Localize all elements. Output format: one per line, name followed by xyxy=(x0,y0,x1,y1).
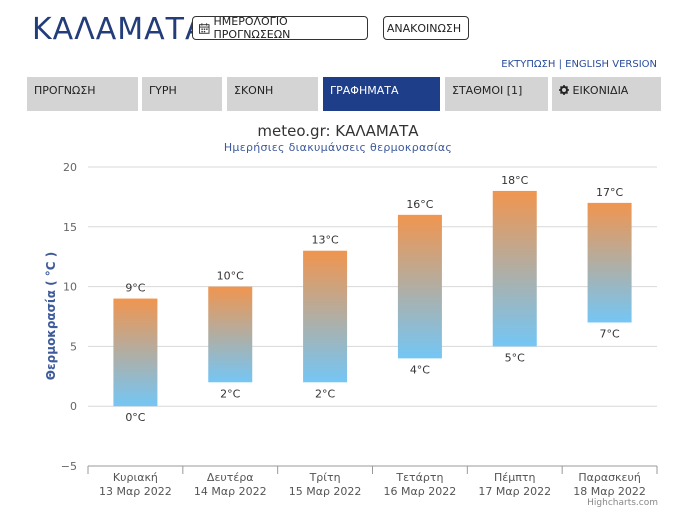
temperature-range-bar[interactable] xyxy=(492,190,537,347)
y-tick-label: −5 xyxy=(61,460,77,473)
low-temp-label: 2°C xyxy=(315,387,335,400)
temperature-range-bar[interactable] xyxy=(303,250,348,383)
y-tick-label: 15 xyxy=(63,221,77,234)
print-link[interactable]: ΕΚΤΥΠΩΣΗ xyxy=(501,59,556,70)
chart-subtitle: Ημερήσιες διακυμάνσεις θερμοκρασίας xyxy=(223,141,453,154)
tab-stations-label: ΣΤΑΘΜΟΙ [1] xyxy=(452,84,523,97)
x-tick-day-label: Πέμπτη xyxy=(494,471,535,484)
x-tick-day-label: Δευτέρα xyxy=(207,471,254,484)
x-tick-day-label: Τετάρτη xyxy=(395,471,443,484)
chart-title: meteo.gr: ΚΑΛΑΜΑΤΑ xyxy=(257,122,419,140)
y-tick-label: 10 xyxy=(63,281,77,294)
x-tick-date-label: 17 Μαρ 2022 xyxy=(478,485,551,498)
announcement-label: ΑΝΑΚΟΙΝΩΣΗ xyxy=(386,21,462,35)
temperature-range-bar[interactable] xyxy=(113,298,158,407)
english-version-link[interactable]: ENGLISH VERSION xyxy=(565,59,657,70)
x-tick-day-label: Κυριακή xyxy=(113,471,158,484)
y-axis-title: Θερμοκρασία ( °C ) xyxy=(44,252,58,380)
highcharts-credit[interactable]: Highcharts.com xyxy=(587,498,658,508)
high-temp-label: 13°C xyxy=(311,234,338,247)
x-tick-date-label: 18 Μαρ 2022 xyxy=(573,485,646,498)
tab-forecast[interactable]: ΠΡΟΓΝΩΣΗ xyxy=(27,77,138,111)
low-temp-label: 7°C xyxy=(599,327,619,340)
x-tick-day-label: Τρίτη xyxy=(309,471,341,484)
x-tick-day-label: Παρασκευή xyxy=(578,471,641,484)
forecast-calendar-label: ΗΜΕΡΟΛΟΓΙΟ ΠΡΟΓΝΩΣΕΩΝ xyxy=(213,15,291,41)
tab-pollen[interactable]: ΓΥΡΗ xyxy=(142,77,222,111)
high-temp-label: 10°C xyxy=(217,270,244,283)
low-temp-label: 2°C xyxy=(220,387,240,400)
low-temp-label: 0°C xyxy=(125,411,145,424)
gear-icon xyxy=(559,85,569,95)
temperature-range-bar[interactable] xyxy=(208,286,253,383)
link-separator: | xyxy=(558,59,562,70)
tab-stations[interactable]: ΣΤΑΘΜΟΙ [1] xyxy=(445,77,548,111)
x-tick-date-label: 14 Μαρ 2022 xyxy=(194,485,267,498)
high-temp-label: 9°C xyxy=(125,282,145,295)
tab-icons[interactable]: ΕΙΚΟΝΙΔΙΑ xyxy=(552,77,661,111)
temperature-range-bar[interactable] xyxy=(397,214,442,359)
tab-icons-label: ΕΙΚΟΝΙΔΙΑ xyxy=(572,84,629,97)
forecast-calendar-button[interactable]: ΗΜΕΡΟΛΟΓΙΟ ΠΡΟΓΝΩΣΕΩΝ xyxy=(192,15,368,41)
high-temp-label: 16°C xyxy=(406,198,433,211)
x-tick-date-label: 16 Μαρ 2022 xyxy=(384,485,457,498)
x-tick-date-label: 15 Μαρ 2022 xyxy=(289,485,362,498)
main-tabs: ΠΡΟΓΝΩΣΗ ΓΥΡΗ ΣΚΟΝΗ ΓΡΑΦΗΜΑΤΑ ΣΤΑΘΜΟΙ [1… xyxy=(27,77,661,111)
high-temp-label: 18°C xyxy=(501,174,528,187)
tab-graphs-label: ΓΡΑΦΗΜΑΤΑ xyxy=(330,84,399,97)
tab-pollen-label: ΓΥΡΗ xyxy=(149,84,177,97)
tab-graphs[interactable]: ΓΡΑΦΗΜΑΤΑ xyxy=(323,77,440,111)
tab-forecast-label: ΠΡΟΓΝΩΣΗ xyxy=(34,84,96,97)
tab-dust[interactable]: ΣΚΟΝΗ xyxy=(227,77,318,111)
announcement-button[interactable]: ΑΝΑΚΟΙΝΩΣΗ xyxy=(383,16,469,40)
low-temp-label: 4°C xyxy=(410,363,430,376)
calendar-icon xyxy=(199,22,210,34)
x-tick-date-label: 13 Μαρ 2022 xyxy=(99,485,172,498)
low-temp-label: 5°C xyxy=(505,351,525,364)
city-title: ΚΑΛΑΜΑΤΑ xyxy=(32,12,207,47)
tab-dust-label: ΣΚΟΝΗ xyxy=(234,84,274,97)
y-tick-label: 0 xyxy=(70,400,77,413)
y-tick-label: 5 xyxy=(70,340,77,353)
high-temp-label: 17°C xyxy=(596,186,623,199)
top-links: ΕΚΤΥΠΩΣΗ | ENGLISH VERSION xyxy=(501,59,657,70)
temperature-range-bar[interactable] xyxy=(587,202,632,323)
y-tick-label: 20 xyxy=(63,161,77,174)
